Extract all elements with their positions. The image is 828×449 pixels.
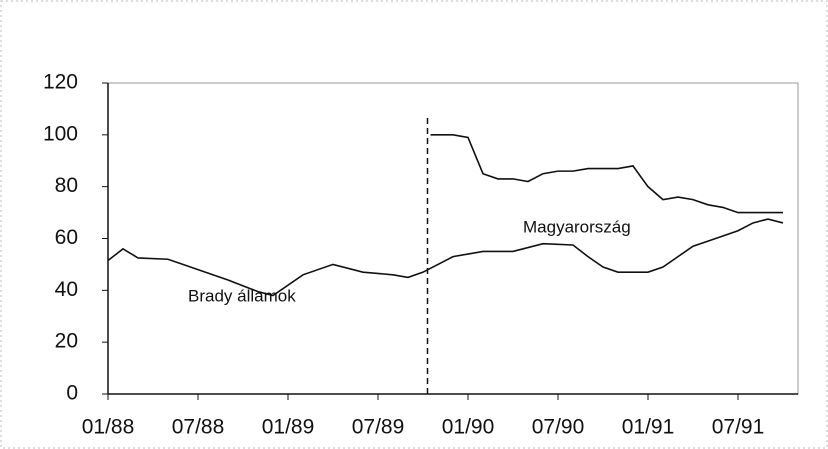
y-tick-label: 120 [43,71,78,94]
x-tick-label: 01/88 [82,416,135,439]
x-tick-label: 01/90 [442,416,495,439]
y-tick-label: 80 [55,174,78,197]
y-tick-label: 40 [55,278,78,301]
y-tick-label: 100 [43,122,78,145]
plot-frame [107,82,799,395]
x-tick-label: 01/89 [262,416,315,439]
series-line [430,134,783,214]
x-tick-label: 07/89 [352,416,405,439]
series-line [107,218,784,297]
y-tick-label: 20 [55,330,78,353]
y-tick-label: 60 [55,226,78,249]
x-tick-label: 07/91 [712,416,765,439]
x-tick-label: 01/91 [622,416,675,439]
series-label: Magyarország [523,217,631,236]
series-label: Brady államok [188,286,296,305]
x-tick-label: 07/88 [172,416,225,439]
x-tick-label: 07/90 [532,416,585,439]
y-tick-label: 0 [66,382,78,405]
